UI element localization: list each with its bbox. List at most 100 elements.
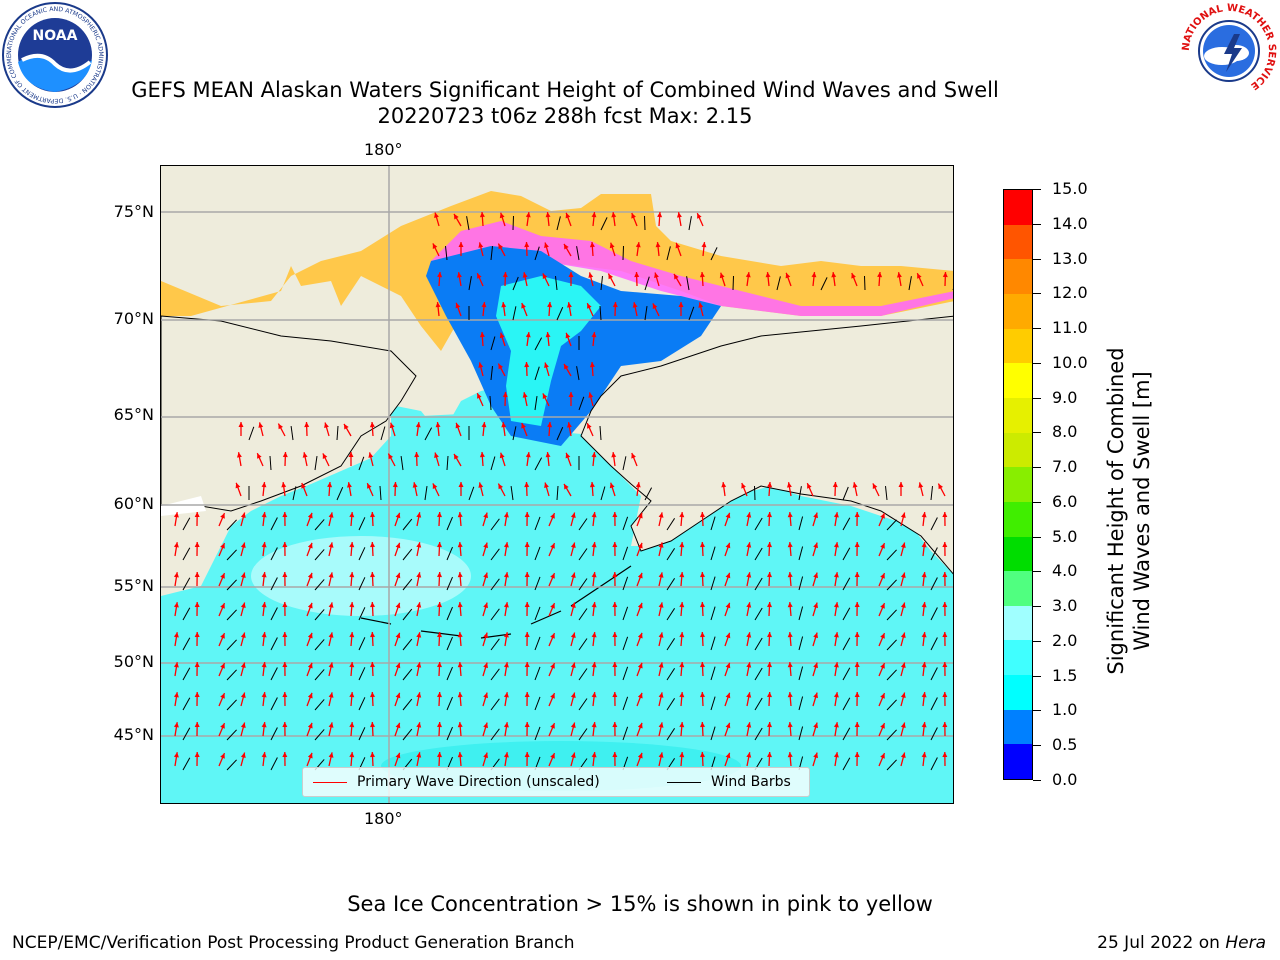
wave-arrow-head	[637, 662, 643, 669]
wave-arrow-head	[416, 572, 422, 578]
wave-arrow-head	[591, 662, 597, 668]
wave-arrow-head	[503, 542, 509, 548]
wave-arrow-head	[900, 542, 906, 548]
wave-arrow-head	[658, 692, 664, 698]
wave-arrow-head	[635, 482, 641, 488]
swell-patch	[251, 536, 471, 616]
wave-arrow-head	[637, 722, 643, 729]
wind-barb	[798, 576, 804, 591]
nws-logo: NATIONAL WEATHER SERVICE	[1180, 2, 1278, 100]
wind-barb	[400, 456, 404, 471]
wind-barb	[798, 666, 804, 681]
wind-barb	[930, 577, 938, 591]
wave-arrow-head	[499, 212, 505, 219]
colorbar-segment	[1004, 744, 1032, 779]
wind-barb	[314, 519, 325, 531]
wave-arrow-head	[587, 303, 592, 309]
wind-barb	[402, 548, 413, 561]
wind-barb	[314, 549, 325, 561]
wave-arrow-head	[767, 752, 772, 758]
wave-arrow-head	[457, 272, 462, 278]
wave-arrow-head	[349, 632, 355, 638]
map-canvas	[161, 166, 953, 803]
wind-barb	[270, 757, 278, 771]
wave-arrow-head	[612, 512, 618, 517]
wave-arrow-head	[194, 572, 200, 577]
wave-arrow-head	[328, 572, 334, 578]
wave-arrow-head	[370, 662, 375, 668]
wave-arrow-head	[524, 662, 530, 667]
wind-barb	[686, 276, 690, 291]
wind-barb	[314, 729, 325, 741]
footer-date: 25 Jul 2022 on Hera	[1097, 933, 1266, 953]
wind-barb	[930, 517, 938, 531]
wave-arrow-head	[483, 692, 488, 699]
wind-barb	[666, 578, 676, 591]
wave-arrow-head	[591, 332, 597, 338]
wave-arrow-head	[550, 633, 555, 639]
wave-arrow-head	[767, 722, 772, 728]
wind-barb	[798, 636, 804, 651]
wind-barb	[534, 337, 543, 351]
wave-arrow-head	[322, 453, 328, 459]
wave-arrow-head	[282, 512, 288, 517]
wave-arrow-head	[432, 243, 438, 249]
wave-arrow-head	[370, 602, 375, 608]
wind-barb	[358, 456, 365, 471]
wave-arrow-head	[807, 483, 812, 489]
wind-barb	[226, 579, 237, 591]
wind-barb	[599, 425, 602, 441]
wave-arrow-head	[261, 692, 267, 698]
wave-arrow-head	[854, 512, 860, 517]
wave-arrow-head	[542, 273, 548, 279]
colorbar-tick-label: 6.0	[1052, 491, 1078, 511]
wind-barb	[710, 247, 718, 261]
wave-arrow-head	[479, 212, 485, 218]
wave-arrow-head	[658, 602, 664, 608]
legend-item-wave-direction: Primary Wave Direction (unscaled)	[313, 774, 600, 790]
wave-arrow-head	[700, 632, 705, 638]
wave-arrow-head	[525, 452, 531, 458]
colorbar-tick-mark	[1033, 328, 1041, 330]
wind-barb	[182, 697, 191, 711]
wave-arrow-head	[483, 512, 488, 519]
wind-barb	[710, 696, 716, 711]
wave-arrow-head	[897, 272, 902, 278]
map-panel	[160, 165, 954, 804]
wave-arrow-head	[328, 542, 334, 548]
wind-barb	[820, 277, 828, 291]
colorbar-tick-mark	[1033, 223, 1041, 225]
wind-barb	[842, 547, 851, 561]
wave-arrow-head	[194, 632, 200, 637]
wave-arrow-head	[367, 483, 372, 489]
wind-barb	[754, 667, 763, 681]
wind-barb	[534, 696, 541, 711]
wave-arrow-head	[370, 632, 375, 638]
wave-arrow-head	[612, 662, 618, 667]
wave-arrow-head	[349, 752, 355, 758]
wave-arrow-head	[854, 752, 860, 757]
wave-arrow-head	[173, 692, 179, 698]
wave-arrow-head	[833, 572, 839, 578]
wind-barb	[710, 606, 716, 621]
wave-arrow-head	[657, 212, 663, 218]
wave-arrow-head	[921, 572, 927, 578]
wave-arrow-head	[833, 662, 839, 668]
wave-arrow-head	[412, 482, 418, 488]
colorbar-tick-mark	[1033, 397, 1041, 399]
wave-arrow-head	[767, 602, 772, 608]
wave-arrow-head	[307, 632, 313, 639]
wave-arrow-head	[767, 572, 772, 578]
wave-arrow-head	[679, 662, 685, 668]
wind-barb	[182, 517, 191, 531]
wind-barb	[578, 668, 588, 681]
wave-arrow-head	[282, 542, 288, 547]
wave-arrow-head	[194, 752, 200, 757]
wave-arrow-head	[568, 392, 574, 397]
wind-barb	[446, 726, 453, 741]
wind-barb	[534, 457, 543, 471]
wind-barb	[182, 637, 191, 651]
wave-arrow-head	[787, 692, 793, 698]
wave-arrow-head	[567, 302, 572, 308]
wave-arrow-head	[787, 572, 793, 578]
